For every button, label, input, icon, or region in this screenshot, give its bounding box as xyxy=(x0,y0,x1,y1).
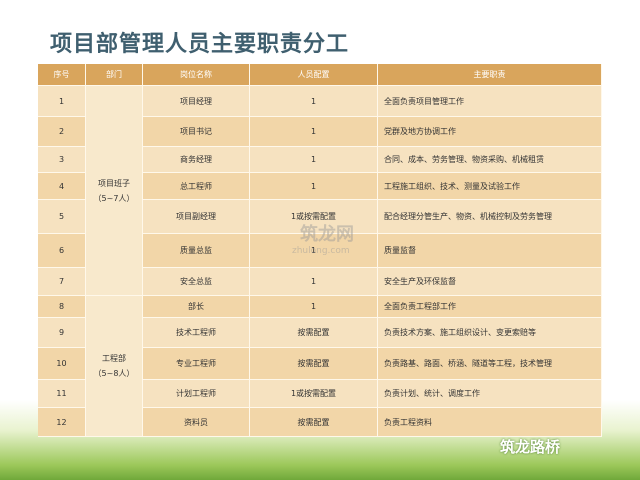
position: 总工程师 xyxy=(143,173,250,200)
column-header: 人员配置 xyxy=(250,64,378,86)
position: 资料员 xyxy=(143,408,250,437)
duty: 配合经理分管生产、物资、机械控制及劳务管理 xyxy=(378,200,602,234)
duty: 负责路基、路面、桥涵、隧道等工程，技术管理 xyxy=(378,348,602,380)
staffing: 1 xyxy=(250,296,378,318)
watermark: 筑龙网 zhulong.com xyxy=(270,220,354,256)
duty: 负责技术方案、施工组织设计、变更索赔等 xyxy=(378,318,602,348)
duty: 负责计划、统计、调度工作 xyxy=(378,380,602,408)
row-number: 1 xyxy=(38,86,86,117)
department-size: （5~8人） xyxy=(93,369,135,378)
duty: 合同、成本、劳务管理、物资采购、机械租赁 xyxy=(378,147,602,173)
logo: 筑龙路桥 xyxy=(500,438,561,456)
department: 项目班子 （5~7人） xyxy=(86,86,143,296)
position: 项目副经理 xyxy=(143,200,250,234)
row-number: 6 xyxy=(38,234,86,268)
position: 项目经理 xyxy=(143,86,250,117)
staffing: 按需配置 xyxy=(250,348,378,380)
duty: 全面负责项目管理工作 xyxy=(378,86,602,117)
staffing: 1 xyxy=(250,268,378,296)
watermark-url: zhulong.com xyxy=(292,246,350,256)
row-number: 11 xyxy=(38,380,86,408)
row-number: 2 xyxy=(38,117,86,147)
position: 商务经理 xyxy=(143,147,250,173)
column-header: 岗位名称 xyxy=(143,64,250,86)
department-size: （5~7人） xyxy=(93,193,135,203)
staffing: 按需配置 xyxy=(250,408,378,437)
row-number: 5 xyxy=(38,200,86,234)
row-number: 4 xyxy=(38,173,86,200)
position: 部长 xyxy=(143,296,250,318)
staffing: 1或按需配置 xyxy=(250,380,378,408)
staffing: 1 xyxy=(250,234,378,268)
duty: 全面负责工程部工作 xyxy=(378,296,602,318)
staffing: 1 xyxy=(250,173,378,200)
department-name: 项目班子 xyxy=(98,178,130,188)
staffing: 1 xyxy=(250,147,378,173)
row-number: 9 xyxy=(38,318,86,348)
position: 质量总监 xyxy=(143,234,250,268)
position: 项目书记 xyxy=(143,117,250,147)
duty: 质量监督 xyxy=(378,234,602,268)
department: 工程部 （5~8人） xyxy=(86,296,143,437)
staffing: 按需配置 xyxy=(250,318,378,348)
title: 项目部管理人员主要职责分工 xyxy=(50,32,350,57)
duty: 负责工程资料 xyxy=(378,408,602,437)
row-number: 8 xyxy=(38,296,86,318)
watermark-name: 筑龙网 xyxy=(300,224,354,245)
staffing: 1 xyxy=(250,117,378,147)
position: 安全总监 xyxy=(143,268,250,296)
column-header: 主要职责 xyxy=(378,64,602,86)
staffing: 1 xyxy=(250,86,378,117)
row-number: 7 xyxy=(38,268,86,296)
row-number: 12 xyxy=(38,408,86,437)
department-name: 工程部 xyxy=(102,354,126,363)
duty: 安全生产及环保监督 xyxy=(378,268,602,296)
duty: 工程施工组织、技术、测量及试验工作 xyxy=(378,173,602,200)
position: 技术工程师 xyxy=(143,318,250,348)
column-header: 序号 xyxy=(38,64,86,86)
duty: 党群及地方协调工作 xyxy=(378,117,602,147)
position: 专业工程师 xyxy=(143,348,250,380)
row-number: 3 xyxy=(38,147,86,173)
position: 计划工程师 xyxy=(143,380,250,408)
staffing: 1或按需配置 xyxy=(250,200,378,234)
column-header: 部门 xyxy=(86,64,143,86)
row-number: 10 xyxy=(38,348,86,380)
